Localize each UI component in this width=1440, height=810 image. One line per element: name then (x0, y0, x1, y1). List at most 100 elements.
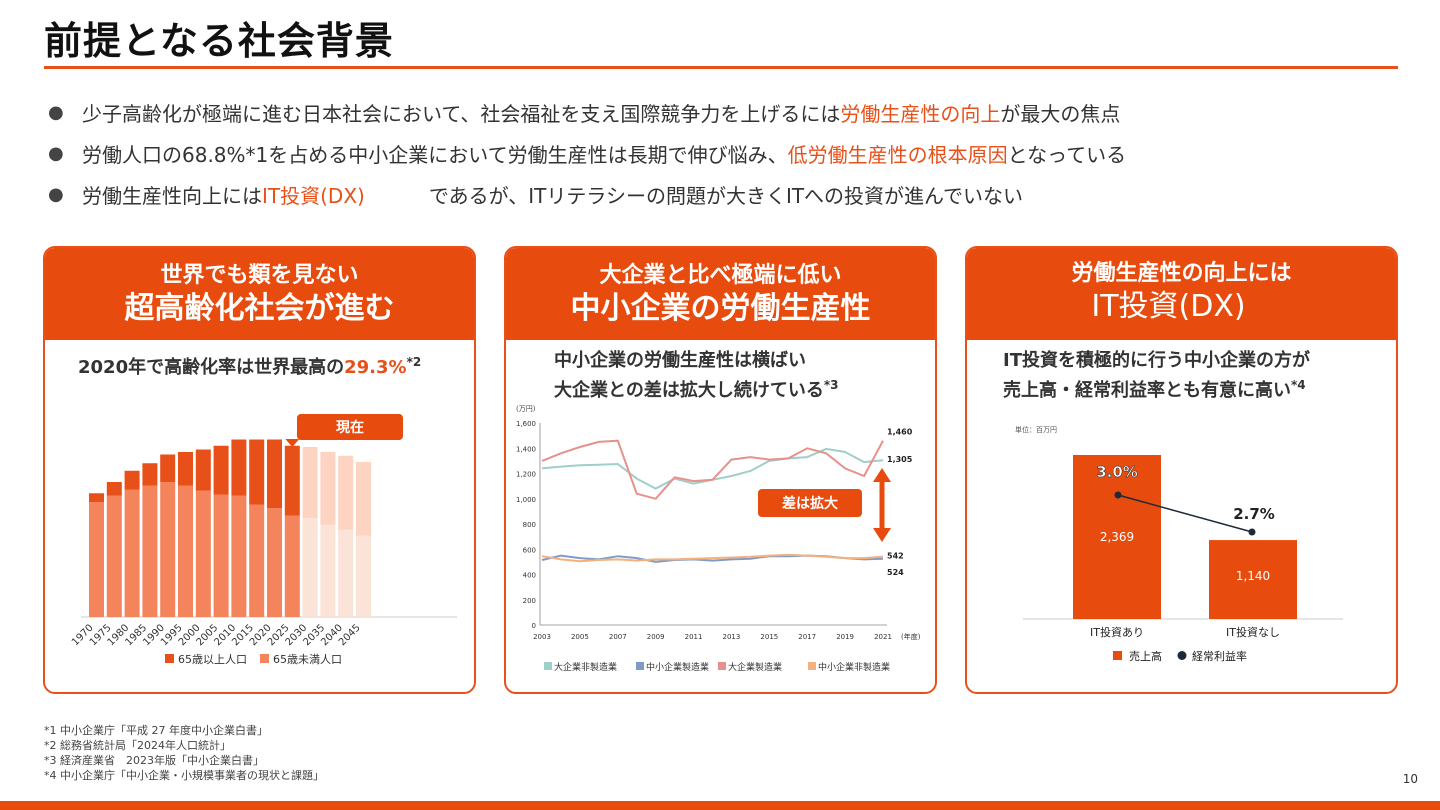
bullet-item: ● 少子高齢化が極端に進む日本社会において、社会福祉を支え国際競争力を上げるには… (48, 92, 1418, 133)
card-statement: IT投資を積極的に行う中小企業の方が 売上高・経常利益率とも有意に高い*4 (1003, 350, 1310, 401)
x-unit-label: (年度) (901, 632, 921, 641)
x-tick-label: 2003 (533, 633, 551, 641)
bar-value-label: 1,140 (1236, 569, 1270, 583)
bullet-dot-icon: ● (48, 102, 64, 123)
callout-box (758, 489, 862, 517)
legend-swatch (808, 662, 816, 670)
bar-over65 (195, 449, 211, 491)
bar-under65 (284, 515, 300, 617)
bar-under65 (160, 482, 176, 617)
bar-over65 (142, 463, 158, 486)
bar-over65 (356, 462, 371, 536)
bar-over65 (320, 452, 336, 525)
bar-under65 (142, 485, 158, 617)
bar-over65 (267, 439, 282, 509)
card-subtitle: 大企業と比べ極端に低い (599, 263, 842, 288)
bar-under65 (124, 489, 140, 617)
legend-label: 大企業非製造業 (554, 661, 617, 673)
y-tick-label: 0 (532, 622, 536, 630)
bar-under65 (320, 524, 336, 617)
footnote: *2 総務省統計局「2024年人口統計」 (44, 739, 231, 752)
y-tick-label: 1,200 (516, 471, 536, 479)
bar-under65 (213, 494, 229, 617)
bar-value-label: 2,369 (1100, 530, 1134, 544)
y-tick-label: 400 (523, 572, 536, 580)
unit-label: 単位：百万円 (1015, 425, 1057, 434)
bar-over65 (106, 482, 122, 496)
x-category-label: IT投資なし (1226, 625, 1280, 639)
bar-under65 (231, 495, 247, 617)
highlight-text: 低労働生産性の根本原因 (787, 143, 1008, 167)
highlight-text: 29.3% (344, 357, 407, 378)
card-header: 世界でも類を見ない 超高齢化社会が進む (45, 248, 474, 340)
card-subtitle: 世界でも類を見ない (160, 263, 359, 288)
bullet-item: ● 労働生産性向上にはIT投資(DX) であるが、ITリテラシーの問題が大きくIT… (48, 174, 1418, 215)
bullet-dot-icon: ● (48, 143, 64, 164)
bar-over65 (178, 452, 193, 486)
y-tick-label: 1,600 (516, 420, 536, 428)
end-value-label: 1,305 (887, 455, 913, 464)
legend-label: 経常利益率 (1192, 649, 1247, 663)
card-statement: 中小企業の労働生産性は横ばい 大企業との差は拡大し続けている*3 (554, 350, 839, 401)
x-tick-label: 2005 (571, 633, 589, 641)
card-sme-productivity: (万円) 0 200 400 600 800 1,000 1,200 1,400 1,600 200… (504, 246, 937, 694)
footnote: *3 経済産業省 2023年版「中小企業白書」 (44, 754, 264, 767)
callout-label: 現在 (336, 419, 364, 436)
bar-over65 (284, 445, 300, 516)
footnotes: *1 中小企業庁「平成 27 年度中小企業白書」 *2 総務省統計局「2024年… (44, 723, 324, 783)
sales-bar (1073, 455, 1161, 619)
end-value-label: 524 (887, 568, 904, 577)
bottom-accent-bar (0, 801, 1440, 810)
bar-under65 (249, 504, 265, 617)
x-tick-label: 2019 (836, 633, 854, 641)
legend-swatch (636, 662, 644, 670)
y-tick-label: 1,400 (516, 445, 536, 453)
y-tick-label: 200 (523, 597, 536, 605)
card-subtitle: 労働生産性の向上には (1071, 261, 1292, 286)
series-line (541, 447, 884, 490)
gap-arrow-head-up (873, 468, 891, 482)
highlight-text: IT投資(DX) (262, 184, 365, 208)
y-unit-label: (万円) (516, 405, 536, 413)
bar-under65 (302, 518, 318, 617)
page-title: 前提となる社会背景 (44, 19, 394, 63)
profit-rate-point (1248, 528, 1256, 536)
y-tick-label: 600 (523, 546, 536, 554)
profit-rate-line (1117, 494, 1253, 533)
legend-swatch (260, 654, 269, 663)
productivity-line-chart: (万円) 0 200 400 600 800 1,000 1,200 1,400 1,600 200… (516, 405, 921, 673)
x-tick-label: 2011 (685, 633, 703, 641)
card-it-investment: 単位：百万円 2,369 IT投資あり 1,140 IT投資なし 3.0% 2.7% 売上高 経… (965, 246, 1398, 694)
footnote-ref: *2 (406, 355, 422, 369)
profit-rate-label: 3.0% (1096, 463, 1138, 481)
card-aging-society: 1970 1975 1980 1985 1990 1995 2000 2005 2010 2015… (43, 246, 476, 694)
end-value-label: 542 (887, 552, 904, 561)
series-line (541, 553, 884, 563)
legend-label: 中小企業製造業 (646, 661, 709, 673)
profit-rate-label: 2.7% (1233, 505, 1275, 523)
bullet-text: 労働生産性向上にはIT投資(DX) であるが、ITリテラシーの問題が大きくITへの… (82, 184, 1024, 208)
callout-label: 差は拡大 (782, 495, 838, 512)
legend-swatch (718, 662, 726, 670)
page-number: 10 (1402, 772, 1418, 786)
bullet-item: ● 労働人口の68.8%*1を占める中小企業において労働生産性は長期で伸び悩み、… (48, 133, 1418, 174)
bar-over65 (89, 493, 104, 502)
series-line (541, 439, 884, 500)
bar-over65 (338, 455, 354, 530)
legend-label: 65歳未満人口 (273, 653, 342, 666)
bar-over65 (213, 445, 229, 495)
bullet-list: ● 少子高齢化が極端に進む日本社会において、社会福祉を支え国際競争力を上げるには… (48, 92, 1418, 215)
x-tick-label: 2013 (723, 633, 741, 641)
bar-under65 (178, 485, 193, 617)
bar-under65 (267, 508, 282, 617)
bar-over65 (249, 439, 265, 505)
bar-under65 (89, 502, 104, 617)
title-underline (44, 66, 1398, 69)
card-title: 超高齢化社会が進む (124, 291, 395, 326)
x-tick-label: 2015 (760, 633, 778, 641)
footnote: *4 中小企業庁「中小企業・小規模事業者の現状と課題」 (44, 769, 324, 782)
legend-label: 大企業製造業 (728, 661, 782, 673)
x-tick-label: 2009 (647, 633, 665, 641)
card-statement: 2020年で高齢化率は世界最高の29.3%*2 (78, 355, 422, 378)
x-tick-label: 2021 (874, 633, 892, 641)
